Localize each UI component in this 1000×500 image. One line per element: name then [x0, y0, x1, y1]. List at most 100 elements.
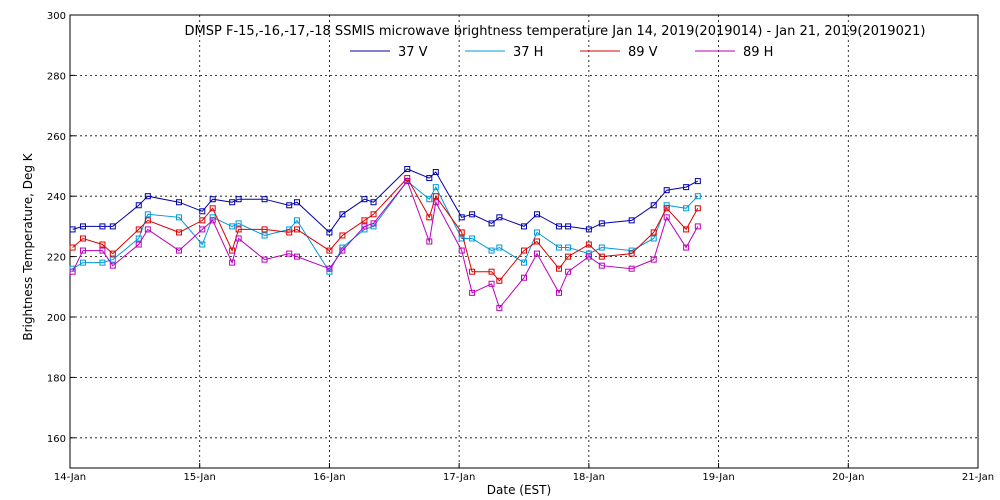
series-layer — [69, 166, 701, 311]
data-point — [79, 259, 86, 266]
data-point — [694, 178, 701, 185]
data-point — [663, 187, 670, 194]
data-point — [286, 229, 293, 236]
data-point — [339, 232, 346, 239]
series-37-v — [69, 166, 701, 236]
data-point — [432, 199, 439, 206]
data-point — [199, 226, 206, 233]
x-tick-label: 16-Jan — [313, 472, 345, 483]
legend: 37 V 37 H 89 V 89 H — [350, 45, 773, 60]
y-tick-label: 300 — [47, 11, 66, 22]
data-point — [229, 247, 236, 254]
data-point — [533, 238, 540, 245]
legend-label: 37 V — [398, 45, 428, 60]
data-point — [432, 193, 439, 200]
data-point — [533, 250, 540, 257]
data-point — [426, 175, 433, 182]
x-tick-label: 15-Jan — [184, 472, 216, 483]
data-point — [683, 244, 690, 251]
data-point — [469, 268, 476, 275]
data-point — [229, 199, 236, 206]
data-point — [496, 244, 503, 251]
data-point — [144, 193, 151, 200]
data-point — [144, 211, 151, 218]
x-tick-label: 14-Jan — [54, 472, 86, 483]
data-point — [426, 214, 433, 221]
data-point — [488, 247, 495, 254]
data-point — [556, 289, 563, 296]
data-point — [199, 208, 206, 215]
data-point — [69, 268, 76, 275]
data-point — [79, 247, 86, 254]
data-point — [683, 226, 690, 233]
x-tick-label: 18-Jan — [573, 472, 605, 483]
legend-label: 37 H — [513, 45, 543, 60]
data-point — [488, 280, 495, 287]
data-point — [294, 217, 300, 224]
y-tick-label: 240 — [47, 192, 66, 203]
data-point — [229, 223, 236, 230]
x-tick-label: 21-Jan — [962, 472, 994, 483]
x-tick-label: 19-Jan — [702, 472, 734, 483]
data-point — [175, 247, 182, 254]
axes: 160 180 200 220 240 260 280 300 14-Jan 15-Jan 16-J… — [47, 11, 994, 483]
data-point — [261, 256, 268, 263]
data-point — [79, 223, 86, 230]
data-point — [458, 229, 465, 236]
data-point — [496, 214, 503, 221]
data-point — [469, 211, 476, 218]
data-point — [488, 268, 495, 275]
data-point — [326, 247, 333, 254]
data-point — [361, 223, 368, 230]
data-point — [175, 229, 182, 236]
data-point — [458, 235, 465, 242]
data-point — [650, 229, 657, 236]
data-point — [521, 274, 527, 281]
data-point — [683, 205, 690, 212]
data-point — [488, 220, 495, 227]
data-point — [235, 196, 242, 203]
x-tick-label: 17-Jan — [443, 472, 475, 483]
data-point — [135, 202, 142, 209]
data-point — [556, 244, 563, 251]
data-point — [585, 226, 592, 233]
data-point — [370, 211, 377, 218]
data-point — [99, 247, 106, 254]
data-point — [135, 226, 142, 233]
data-point — [565, 244, 572, 251]
y-axis-label: Brightness Temperature, Deg K — [21, 152, 35, 340]
data-point — [261, 226, 268, 233]
data-point — [683, 184, 690, 191]
data-point — [209, 205, 216, 212]
data-point — [565, 268, 572, 275]
series-89-v — [69, 175, 701, 284]
data-point — [235, 235, 242, 242]
data-point — [694, 205, 701, 212]
data-point — [556, 223, 563, 230]
data-point — [432, 184, 439, 191]
data-point — [370, 199, 377, 206]
data-point — [294, 253, 300, 260]
data-point — [585, 241, 592, 248]
data-point — [628, 250, 635, 257]
data-point — [556, 265, 563, 272]
data-point — [109, 223, 116, 230]
data-point — [426, 196, 433, 203]
data-point — [99, 223, 106, 230]
data-point — [79, 235, 86, 242]
data-point — [469, 235, 476, 242]
chart-title: DMSP F-15,-16,-17,-18 SSMIS microwave br… — [185, 24, 926, 39]
data-point — [598, 220, 605, 227]
data-point — [404, 166, 411, 173]
data-point — [496, 304, 503, 311]
data-point — [109, 256, 116, 263]
data-point — [109, 262, 116, 269]
legend-label: 89 H — [743, 45, 773, 60]
data-point — [235, 226, 242, 233]
x-tick-label: 20-Jan — [832, 472, 864, 483]
data-point — [175, 199, 182, 206]
y-tick-label: 280 — [47, 71, 66, 82]
data-point — [521, 259, 527, 266]
data-point — [361, 196, 368, 203]
